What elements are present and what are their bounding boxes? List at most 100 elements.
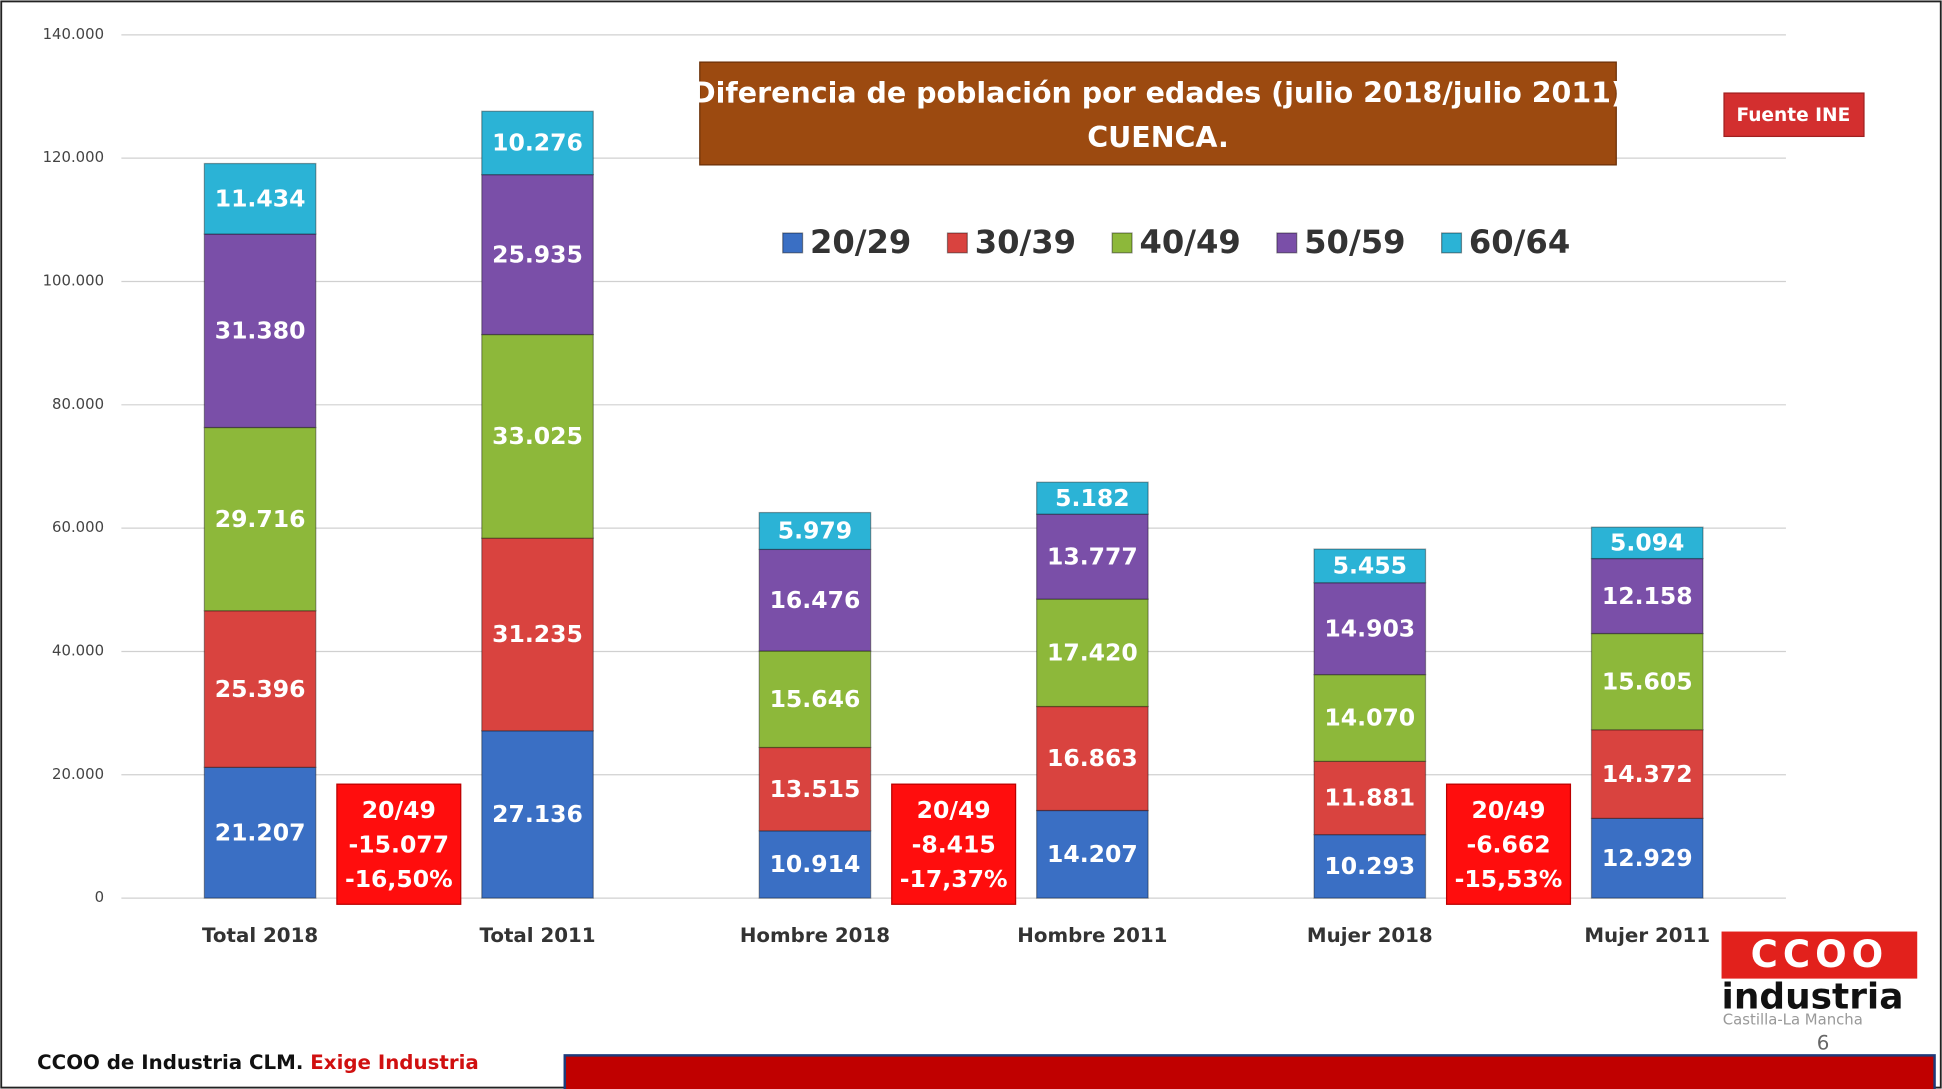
bar-segment bbox=[1036, 598, 1149, 708]
annotation-box bbox=[891, 783, 1017, 905]
annotation-text: 20/49 bbox=[1471, 796, 1545, 824]
x-tick-label: Mujer 2011 bbox=[1584, 924, 1710, 947]
bar-segment bbox=[481, 537, 594, 732]
footer-org: CCOO de Industria CLM. Exige Industria bbox=[37, 1050, 479, 1073]
data-label: 14.070 bbox=[1324, 704, 1415, 732]
source-box bbox=[1723, 92, 1865, 138]
logo-region: Castilla-La Mancha bbox=[1723, 1011, 1863, 1029]
bar-segment bbox=[1590, 557, 1704, 635]
data-label: 21.207 bbox=[215, 818, 306, 846]
data-label: 10.293 bbox=[1324, 852, 1415, 880]
logo-mark-box bbox=[1721, 931, 1918, 979]
y-tick-label: 80.000 bbox=[52, 395, 104, 413]
bar-segment bbox=[203, 766, 317, 899]
data-label: 14.372 bbox=[1602, 760, 1693, 788]
bar-segment bbox=[203, 233, 317, 429]
bar-segment bbox=[1590, 729, 1704, 819]
data-label: 17.420 bbox=[1047, 639, 1138, 667]
bar-segment bbox=[1036, 809, 1149, 899]
y-tick-label: 140.000 bbox=[43, 25, 104, 43]
data-label: 5.094 bbox=[1610, 529, 1684, 557]
bar-segment bbox=[1590, 632, 1704, 731]
data-label: 11.434 bbox=[215, 185, 306, 213]
bar-segment bbox=[758, 746, 872, 832]
y-tick-label: 120.000 bbox=[43, 148, 104, 166]
bar-segment bbox=[1313, 673, 1427, 762]
bars: Total 2018 21.207 25.396 29.716 31.380 11.434… bbox=[202, 110, 1710, 947]
data-label: 27.136 bbox=[492, 800, 583, 828]
annotation-box bbox=[1445, 783, 1572, 905]
bar-segment bbox=[203, 162, 317, 235]
data-label: 25.935 bbox=[492, 240, 583, 268]
data-label: 16.476 bbox=[770, 586, 861, 614]
legend-label: 40/49 bbox=[1139, 223, 1240, 261]
bar-segment bbox=[481, 174, 594, 336]
bar-segment bbox=[1313, 548, 1427, 584]
data-label: 33.025 bbox=[492, 422, 583, 450]
data-label: 15.605 bbox=[1602, 667, 1693, 695]
data-label: 11.881 bbox=[1324, 784, 1415, 812]
bar-segment bbox=[481, 333, 594, 539]
bar-segment bbox=[1590, 526, 1704, 560]
bar-segment bbox=[1036, 513, 1149, 600]
footer-org-text: CCOO de Industria CLM. bbox=[37, 1050, 303, 1073]
bar-segment bbox=[203, 426, 317, 612]
legend-label: 20/29 bbox=[810, 223, 911, 261]
annotation-text: -15.077 bbox=[349, 831, 450, 859]
data-label: 15.646 bbox=[770, 685, 861, 713]
page-number: 6 bbox=[1817, 1032, 1830, 1055]
annotation-text: 20/49 bbox=[362, 796, 436, 824]
y-tick-label: 100.000 bbox=[43, 271, 104, 289]
data-label: 13.515 bbox=[770, 775, 861, 803]
x-tick-label: Total 2018 bbox=[202, 924, 318, 947]
legend-label: 30/39 bbox=[975, 223, 1076, 261]
legend-label: 60/64 bbox=[1469, 223, 1570, 261]
data-label: 16.863 bbox=[1047, 744, 1138, 772]
y-tick-label: 40.000 bbox=[52, 641, 104, 659]
chart-subtitle: CUENCA. bbox=[1087, 121, 1229, 154]
data-label: 31.380 bbox=[215, 317, 306, 345]
data-label: 10.914 bbox=[770, 850, 861, 878]
annotation-text: 20/49 bbox=[917, 796, 991, 824]
bar-segment bbox=[758, 830, 872, 899]
annotation-text: -8.415 bbox=[912, 831, 996, 859]
annotation-text: -16,50% bbox=[345, 865, 453, 893]
bar-segment bbox=[203, 610, 317, 768]
data-label: 5.979 bbox=[778, 517, 852, 545]
y-tick-label: 0 bbox=[95, 888, 104, 906]
data-label: 31.235 bbox=[492, 620, 583, 648]
x-tick-label: Hombre 2011 bbox=[1017, 924, 1167, 947]
y-tick-label: 20.000 bbox=[52, 765, 104, 783]
annotation-text: -17,37% bbox=[900, 865, 1008, 893]
bar-segment bbox=[1590, 817, 1704, 899]
legend-swatch bbox=[1111, 232, 1133, 254]
legend-swatch bbox=[1441, 232, 1463, 254]
footer-bar bbox=[563, 1054, 1936, 1089]
legend-label: 50/59 bbox=[1304, 223, 1405, 261]
bar-segment bbox=[1036, 705, 1149, 812]
data-label: 5.455 bbox=[1333, 552, 1407, 580]
data-label: 10.276 bbox=[492, 129, 583, 157]
bar-segment bbox=[1036, 481, 1149, 515]
data-label: 14.903 bbox=[1324, 614, 1415, 642]
x-tick-label: Hombre 2018 bbox=[740, 924, 890, 947]
data-label: 14.207 bbox=[1047, 840, 1138, 868]
bar-segment bbox=[1313, 760, 1427, 836]
legend-swatch bbox=[782, 232, 804, 254]
data-label: 29.716 bbox=[215, 505, 306, 533]
data-label: 12.929 bbox=[1602, 844, 1693, 872]
legend: 20/29 30/39 40/49 50/59 60/64 bbox=[782, 223, 1570, 261]
bar-segment bbox=[758, 548, 872, 652]
bar-segment bbox=[758, 511, 872, 551]
annotation-box bbox=[336, 783, 462, 905]
source-note: Fuente INE bbox=[1736, 105, 1850, 126]
x-tick-label: Total 2011 bbox=[479, 924, 595, 947]
logo-word: industria bbox=[1722, 976, 1904, 1017]
bar-segment bbox=[758, 650, 872, 749]
data-label: 5.182 bbox=[1055, 484, 1129, 512]
footer-slogan: Exige Industria bbox=[310, 1050, 478, 1073]
legend-swatch bbox=[946, 232, 968, 254]
chart-title: Diferencia de población por edades (juli… bbox=[692, 76, 1624, 109]
data-label: 13.777 bbox=[1047, 542, 1138, 570]
